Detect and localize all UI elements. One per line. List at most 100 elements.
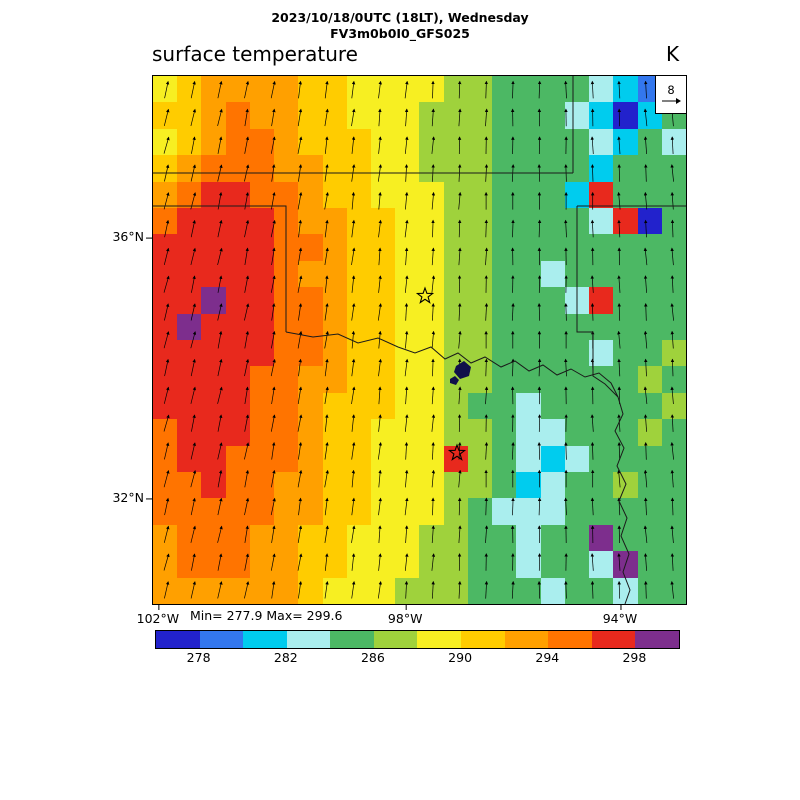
temp-cell (371, 551, 396, 578)
temp-cell (540, 102, 565, 129)
colorbar-segment (548, 631, 592, 648)
wind-arrow (670, 275, 675, 293)
wind-arrow (190, 219, 196, 238)
wind-arrow (643, 136, 648, 155)
temp-cell (613, 102, 638, 129)
wind-arrow (484, 525, 489, 544)
wind-arrow (670, 358, 675, 377)
wind-arrow (617, 275, 621, 293)
wind-arrow (244, 330, 250, 349)
temp-cell (346, 76, 372, 103)
temp-cell (637, 498, 662, 525)
temp-cell (177, 287, 202, 314)
temp-cell (249, 260, 275, 288)
temp-cell (225, 287, 250, 314)
temp-cell (564, 471, 590, 499)
temp-cell (637, 551, 662, 578)
wind-arrow (190, 80, 196, 99)
temp-cell (177, 207, 202, 235)
wind-arrow (670, 469, 675, 488)
wind-arrow (163, 414, 170, 432)
wind-arrow (644, 164, 648, 182)
wind-arrow (244, 303, 250, 321)
temp-cell (661, 419, 686, 446)
wind-arrow (670, 553, 675, 571)
wind-arrow (324, 414, 329, 432)
wind-arrow (670, 386, 674, 405)
temp-cell (346, 419, 372, 446)
temp-cell (516, 419, 541, 446)
wind-arrow (324, 525, 329, 543)
wind-arrow (431, 553, 436, 571)
temp-cell (249, 419, 275, 446)
temp-cell (540, 287, 565, 314)
temp-cell (153, 392, 178, 420)
temp-cell (637, 207, 662, 235)
wind-arrow (217, 414, 223, 432)
temp-cell (443, 577, 468, 604)
wind-arrow (511, 303, 515, 321)
wind-arrow (617, 330, 621, 349)
lat-axis-label: 36°N (112, 229, 144, 245)
temp-cell (564, 498, 590, 525)
temp-cell (346, 445, 372, 472)
wind-arrow (190, 108, 197, 126)
temp-cell (371, 76, 396, 103)
wind-arrow (590, 497, 595, 516)
temp-cell (564, 445, 590, 472)
lake (450, 376, 459, 385)
wind-arrow (670, 191, 675, 210)
temp-cell (564, 102, 590, 129)
temp-cell (298, 445, 323, 472)
temp-cell (225, 498, 250, 525)
wind-arrow (617, 136, 621, 155)
temp-cell (564, 155, 590, 182)
temp-cell (346, 181, 372, 208)
temp-cell (395, 313, 420, 340)
colorbar-labels: 278 282 286 290 294 298 (155, 650, 678, 666)
wind-arrow (217, 442, 223, 460)
temp-cell (540, 260, 565, 288)
temp-cell (371, 445, 396, 472)
wind-arrow (378, 108, 382, 127)
wind-arrow (537, 358, 542, 377)
wind-arrow (404, 275, 409, 293)
lon-axis-label: 102°W (136, 611, 180, 626)
wind-arrow (324, 330, 329, 349)
temp-cell (201, 313, 226, 340)
wind-arrow (590, 164, 595, 182)
temp-cell (371, 313, 396, 340)
temp-cell (274, 128, 299, 156)
wind-arrow (324, 80, 329, 99)
temp-cell (249, 445, 275, 472)
wind-arrow (163, 470, 170, 488)
wind-arrow (244, 497, 250, 516)
wind-arrow (484, 303, 489, 321)
temp-cell (395, 287, 420, 314)
colorbar-tick-label: 282 (273, 650, 298, 665)
temp-cell (298, 577, 323, 604)
temp-cell (540, 524, 565, 552)
temp-cell (516, 76, 541, 103)
temp-cell (346, 313, 372, 340)
wind-arrow (163, 275, 170, 293)
wind-arrow (484, 580, 489, 599)
wind-arrow (190, 497, 196, 516)
wind-arrow (431, 191, 436, 210)
temp-cell (564, 366, 590, 393)
temp-cell (661, 128, 686, 156)
wind-arrow (324, 581, 329, 599)
temp-cell (516, 524, 541, 552)
wind-arrow (404, 469, 409, 488)
temp-cell (516, 471, 541, 499)
wind-arrow (617, 303, 621, 321)
wind-arrow (377, 581, 383, 599)
temp-cell (177, 155, 202, 182)
wind-arrow (164, 219, 170, 238)
temp-cell (177, 181, 202, 208)
wind-arrow (643, 553, 648, 571)
wind-arrow (404, 80, 409, 99)
temp-cell (298, 155, 323, 182)
temp-cell (153, 419, 178, 446)
wind-arrow (404, 191, 409, 210)
